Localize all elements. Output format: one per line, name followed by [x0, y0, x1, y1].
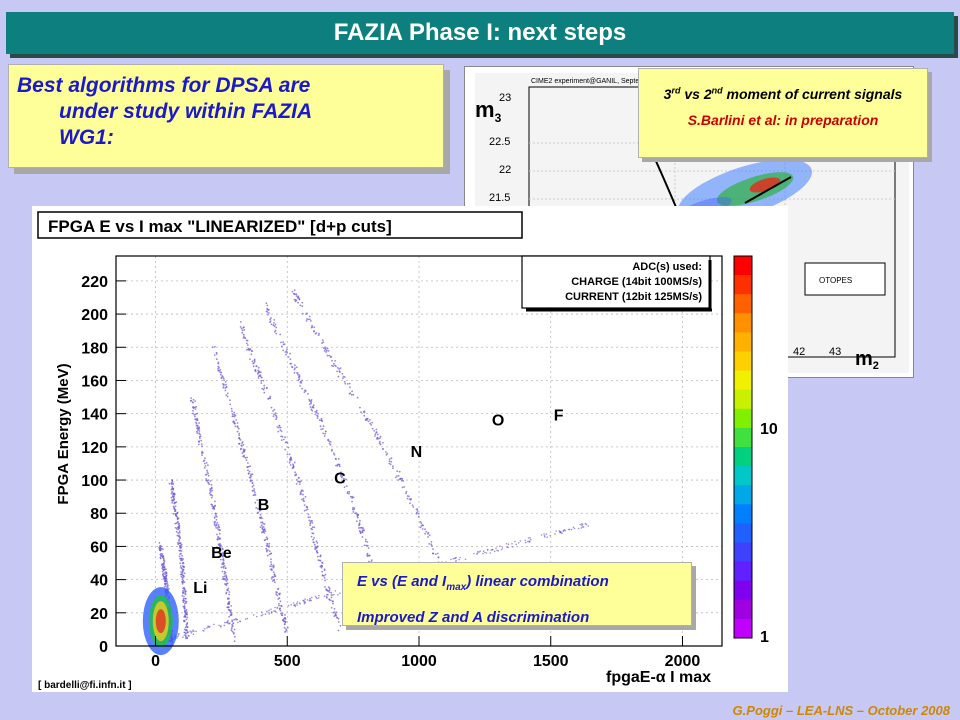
- moment-xtick: 42: [793, 346, 805, 358]
- x-tick-label: 500: [274, 653, 301, 670]
- callout-line: under study within FAZIA: [59, 100, 313, 123]
- moment-xtick: 43: [829, 346, 841, 358]
- footer-credit: G.Poggi – LEA-LNS – October 2008: [732, 703, 950, 718]
- colorbar-label: 10: [760, 421, 778, 438]
- colorbar: [733, 255, 753, 639]
- y-tick-label: 0: [99, 639, 108, 656]
- moment-ytick: 23: [499, 92, 511, 104]
- y-tick-label: 20: [90, 606, 108, 623]
- x-tick-label: 2000: [665, 653, 701, 670]
- y-tick-label: 120: [81, 440, 108, 457]
- y-tick-label: 180: [81, 340, 108, 357]
- callout-line: WG1:: [59, 126, 114, 149]
- chart-title: FPGA E vs I max "LINEARIZED" [d+p cuts]: [48, 217, 392, 236]
- scatter-core-hotspot: [142, 587, 179, 656]
- fpga-chart: FPGA E vs I max "LINEARIZED" [d+p cuts] …: [37, 211, 778, 691]
- y-tick-label: 40: [90, 573, 108, 590]
- moment-note-ref: S.Barlini et al: in preparation: [687, 111, 879, 128]
- chart-ylabel: FPGA Energy (MeV): [55, 363, 72, 504]
- y-tick-label: 160: [81, 373, 108, 390]
- y-tick-label: 200: [81, 307, 108, 324]
- x-tick-label: 1500: [533, 653, 569, 670]
- y-tick-label: 60: [90, 539, 108, 556]
- caption-line: E vs (E and Imax) linear combination: [357, 573, 609, 593]
- caption-line: Improved Z and A discrimination: [357, 609, 590, 626]
- y-tick-label: 100: [81, 473, 108, 490]
- algorithms-callout: Best algorithms for DPSA are under study…: [8, 64, 444, 168]
- moment-ytick: 22.5: [489, 136, 510, 148]
- moment-ytick: 22: [499, 164, 511, 176]
- colorbar-label: 1: [760, 629, 769, 646]
- moment-ytick: 21.5: [489, 192, 510, 204]
- adc-line: CURRENT (12bit 125MS/s): [565, 291, 702, 303]
- adc-line: ADC(s) used:: [632, 261, 702, 273]
- element-label: C: [334, 470, 346, 487]
- element-label: N: [411, 444, 423, 461]
- element-label: Li: [193, 580, 207, 597]
- slide-title: FAZIA Phase I: next steps: [6, 12, 954, 54]
- chart-xlabel: fpgaE-α I max: [606, 669, 711, 686]
- element-label: O: [492, 412, 504, 429]
- moment-plot-header: CIME2 experiment@GANIL, September 2006, …: [531, 78, 685, 85]
- x-tick-label: 1000: [401, 653, 437, 670]
- chart-credit: [ bardelli@fi.infn.it ]: [38, 680, 132, 691]
- y-tick-label: 140: [81, 407, 108, 424]
- moment-note-title: 3rd vs 2nd moment of current signals: [663, 85, 903, 102]
- element-label: F: [554, 407, 564, 424]
- y-tick-label: 220: [81, 274, 108, 291]
- moment-legend: OTOPES: [819, 276, 852, 285]
- element-label: B: [258, 497, 270, 514]
- combination-caption: E vs (E and Imax) linear combination Imp…: [342, 562, 692, 626]
- element-label: Be: [211, 545, 232, 562]
- x-tick-label: 0: [151, 653, 160, 670]
- moment-note: 3rd vs 2nd moment of current signals S.B…: [638, 68, 928, 158]
- adc-line: CHARGE (14bit 100MS/s): [571, 276, 702, 288]
- moment-plot-ylabel: m3: [475, 97, 502, 125]
- y-tick-label: 80: [90, 506, 108, 523]
- moment-plot-xlabel: m2: [855, 348, 879, 372]
- callout-line: Best algorithms for DPSA are: [17, 74, 311, 97]
